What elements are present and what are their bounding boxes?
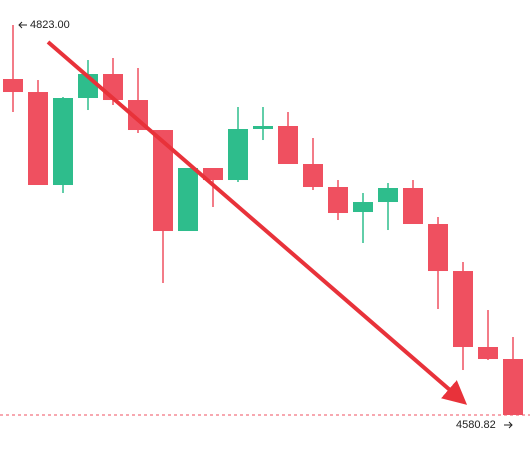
candle-body <box>153 130 173 232</box>
candle-body <box>203 168 223 181</box>
candle-body <box>353 202 373 213</box>
candle-body <box>428 224 448 272</box>
label-bg <box>16 17 74 34</box>
low-price-label: 4580.82 <box>456 419 496 431</box>
candle-body <box>378 188 398 203</box>
candle-body <box>278 126 298 165</box>
candle-body <box>503 359 523 415</box>
candle-body <box>328 187 348 214</box>
candles <box>3 25 523 415</box>
high-price-label: 4823.00 <box>30 19 70 31</box>
arrow-icon <box>504 421 513 429</box>
price-labels: 4823.00 4580.82 <box>0 17 530 433</box>
trend-arrow <box>46 40 468 405</box>
candle-body <box>403 188 423 225</box>
candle-body <box>453 271 473 348</box>
candle-body <box>478 347 498 360</box>
candle-body <box>228 129 248 181</box>
candle-body <box>3 79 23 93</box>
candle-body <box>28 92 48 186</box>
label-bg <box>452 416 518 433</box>
candle-body <box>303 164 323 188</box>
candle-body <box>53 98 73 186</box>
arrow-icon <box>18 21 27 29</box>
candle-body <box>253 126 273 130</box>
candle-body <box>178 168 198 232</box>
